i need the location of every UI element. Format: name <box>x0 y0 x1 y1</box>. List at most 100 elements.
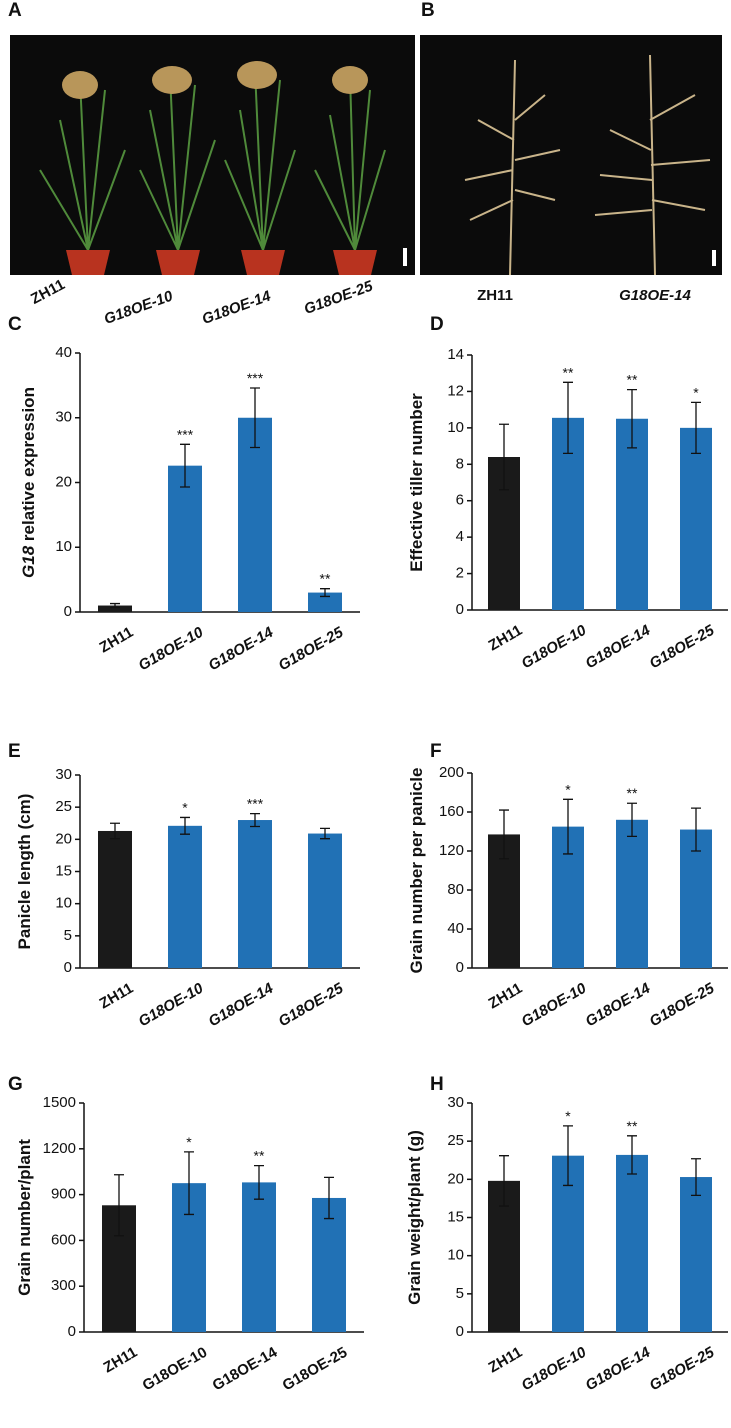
significance: *** <box>247 370 264 386</box>
error-bar <box>180 443 190 488</box>
error-bar <box>110 822 120 840</box>
y-tick-label: 6 <box>456 492 464 509</box>
y-tick-label: 2 <box>456 565 464 582</box>
panicles <box>62 61 368 99</box>
photo-background <box>420 35 722 275</box>
x-tick-label: G18OE-10 <box>136 979 207 1030</box>
y-axis-label: Grain number/plant <box>15 1139 34 1296</box>
y-tick-label: 20 <box>447 1170 464 1187</box>
panel-label: F <box>430 741 442 762</box>
y-axis-label-text: Grain number/plant <box>15 1139 34 1296</box>
y-axis-label: Grain number per panicle <box>407 768 426 974</box>
bar <box>616 819 648 968</box>
significance: *** <box>177 426 194 442</box>
y-tick-label: 80 <box>447 881 464 898</box>
y-tick-label: 0 <box>456 1323 464 1340</box>
x-tick-label: ZH11 <box>101 1344 141 1377</box>
x-tick-label: G18OE-25 <box>647 979 718 1030</box>
bar <box>680 1177 712 1332</box>
x-tick-label: G18OE-10 <box>519 1343 590 1394</box>
x-tick-label: ZH11 <box>97 980 137 1013</box>
y-tick-label: 12 <box>447 382 464 399</box>
y-tick-label: 900 <box>51 1186 76 1203</box>
bar <box>616 1154 648 1332</box>
bar <box>238 417 272 612</box>
y-tick-label: 120 <box>439 842 464 859</box>
panel-label: H <box>430 1074 444 1095</box>
y-axis-label: Effective tiller number <box>407 393 426 572</box>
error-bar <box>499 1155 509 1207</box>
y-tick-label: 0 <box>456 959 464 976</box>
significance: * <box>565 781 571 797</box>
y-tick-label: 0 <box>68 1323 76 1340</box>
y-tick-label: 20 <box>55 473 72 490</box>
x-tick-label: G18OE-25 <box>647 1343 718 1394</box>
y-axis-label-text: relative expression <box>19 387 38 541</box>
y-axis-label-text: Grain number per panicle <box>407 768 426 974</box>
y-tick-label: 15 <box>55 862 72 879</box>
y-tick-label: 25 <box>447 1132 464 1149</box>
y-axis-label-text: Grain weight/plant (g) <box>405 1130 424 1305</box>
panel-label: C <box>8 314 22 335</box>
error-bar <box>320 827 330 840</box>
photo-label: G18OE-25 <box>302 277 376 318</box>
photo-label: G18OE-10 <box>102 287 176 328</box>
x-tick-label: G18OE-10 <box>140 1344 211 1395</box>
error-bar <box>324 1176 334 1220</box>
significance: ** <box>627 1118 638 1134</box>
y-axis-label: Panicle length (cm) <box>15 794 34 950</box>
bar <box>680 829 712 968</box>
significance: * <box>693 384 699 400</box>
y-tick-label: 4 <box>456 528 464 545</box>
y-tick-label: 10 <box>447 1247 464 1264</box>
y-axis-label-text: Effective tiller number <box>407 393 426 572</box>
photo-label: G18OE-14 <box>200 287 274 328</box>
bar <box>238 820 272 968</box>
y-axis-label-gene: G18 <box>19 545 38 578</box>
panel-label: E <box>8 741 21 762</box>
error-bar <box>691 401 701 455</box>
x-tick-label: G18OE-14 <box>206 623 277 674</box>
x-tick-label: G18OE-25 <box>276 623 347 674</box>
x-tick-label: ZH11 <box>486 980 526 1013</box>
y-tick-label: 200 <box>439 764 464 781</box>
x-tick-label: ZH11 <box>486 622 526 655</box>
x-tick-label: G18OE-25 <box>280 1344 351 1395</box>
significance: ** <box>563 364 574 380</box>
bar <box>680 427 712 610</box>
significance: ** <box>320 571 331 587</box>
y-tick-label: 20 <box>55 830 72 847</box>
bar <box>308 833 342 968</box>
scale-bar <box>403 248 407 266</box>
x-tick-label: G18OE-14 <box>206 979 277 1030</box>
error-bar <box>254 1164 264 1200</box>
bar <box>98 830 132 968</box>
photo-label: ZH11 <box>477 287 513 304</box>
x-tick-label: G18OE-10 <box>519 979 590 1030</box>
x-tick-label: ZH11 <box>486 1344 526 1377</box>
scale-bar <box>712 250 716 266</box>
photo-b <box>420 35 722 276</box>
error-bar <box>627 1135 637 1175</box>
y-axis-label-text: Panicle length (cm) <box>15 794 34 950</box>
error-bar <box>250 812 260 828</box>
significance: * <box>186 1134 192 1150</box>
error-bar <box>110 602 120 609</box>
y-tick-label: 15 <box>447 1208 464 1225</box>
panicle-stems <box>464 54 711 276</box>
bar <box>98 605 132 612</box>
y-axis-label: G18 relative expression <box>19 387 38 578</box>
significance: ** <box>627 785 638 801</box>
error-bar <box>499 423 509 491</box>
error-bar <box>563 798 573 855</box>
photo-a <box>10 35 415 275</box>
y-tick-label: 160 <box>439 803 464 820</box>
y-tick-label: 8 <box>456 455 464 472</box>
y-tick-label: 5 <box>64 927 72 944</box>
error-bar <box>250 387 260 449</box>
significance: * <box>182 799 188 815</box>
error-bar <box>320 588 330 598</box>
x-tick-label: G18OE-25 <box>276 979 347 1030</box>
error-bar <box>184 1151 194 1216</box>
